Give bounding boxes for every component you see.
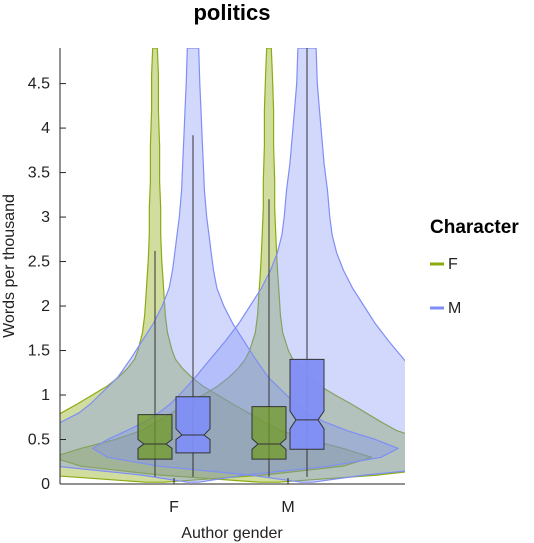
y-tick-label: 1 <box>41 387 50 404</box>
box-F-in-F <box>138 415 172 459</box>
box-F-in-M <box>252 407 286 459</box>
y-tick-label: 4.5 <box>28 76 50 93</box>
legend-label-F: F <box>448 256 458 273</box>
y-tick-label: 0 <box>41 476 50 493</box>
x-tick-label: M <box>281 499 294 516</box>
x-tick-label: F <box>169 499 179 516</box>
box-M-in-F <box>176 397 210 453</box>
box-M-in-M <box>290 359 324 449</box>
legend-title: Character <box>430 217 519 238</box>
y-tick-label: 3.5 <box>28 165 50 182</box>
y-tick-label: 2 <box>41 298 50 315</box>
y-tick-label: 0.5 <box>28 432 50 449</box>
y-axis-label: Words per thousand <box>1 194 18 338</box>
y-tick-label: 2.5 <box>28 254 50 271</box>
y-tick-label: 1.5 <box>28 343 50 360</box>
legend: FM <box>430 256 461 317</box>
legend-label-M: M <box>448 300 461 317</box>
x-axis-label: Author gender <box>181 525 283 542</box>
y-tick-label: 3 <box>41 209 50 226</box>
chart-title: politics <box>193 0 270 25</box>
y-tick-label: 4 <box>41 120 50 137</box>
